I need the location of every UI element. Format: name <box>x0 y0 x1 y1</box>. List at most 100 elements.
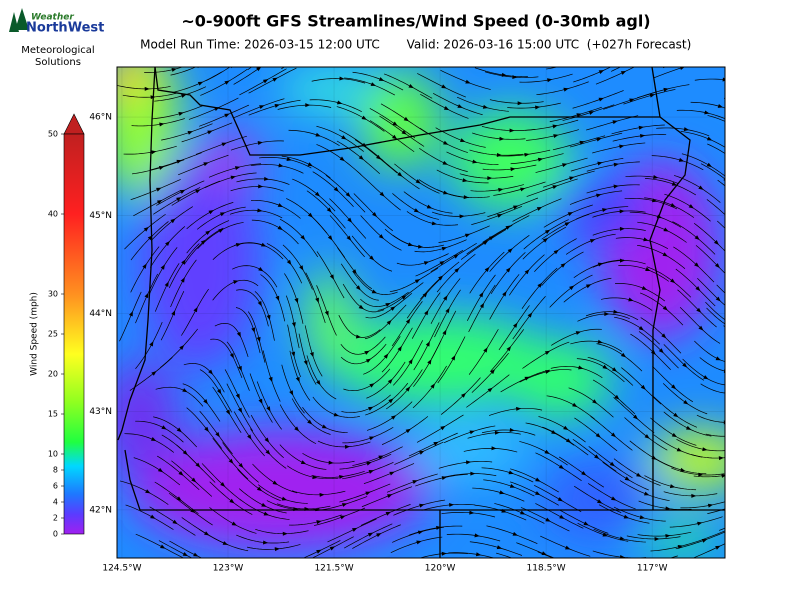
streamline <box>650 417 697 446</box>
streamline <box>390 536 443 554</box>
streamline <box>247 544 301 550</box>
stream-arrow <box>619 258 625 263</box>
streamline <box>353 193 393 232</box>
streamline <box>169 540 203 558</box>
stream-arrow <box>624 476 631 481</box>
streamline <box>510 481 559 506</box>
streamline <box>183 363 225 393</box>
stream-arrow <box>715 296 721 302</box>
streamline <box>434 289 461 338</box>
stream-arrow <box>460 138 466 143</box>
y-tick-label: 44°N <box>89 309 112 319</box>
streamline <box>592 210 646 218</box>
streamline <box>201 463 242 501</box>
streamline <box>168 243 200 289</box>
streamline <box>519 441 568 466</box>
streamline <box>482 215 530 243</box>
stream-arrow <box>753 142 759 148</box>
streamline <box>171 460 213 497</box>
streamline <box>133 189 182 217</box>
streamline <box>337 247 373 290</box>
stream-arrow <box>487 176 493 181</box>
stream-arrow <box>727 391 732 395</box>
stream-arrow <box>727 526 733 532</box>
stream-arrow <box>474 533 480 538</box>
colorbar-tick-label: 40 <box>48 210 58 219</box>
streamline <box>288 514 342 526</box>
stream-arrow <box>256 336 261 343</box>
stream-arrow <box>579 140 585 145</box>
stream-arrow <box>758 499 764 505</box>
streamline <box>669 516 723 528</box>
stream-arrow <box>365 358 372 363</box>
stream-arrow <box>142 263 147 269</box>
streamline <box>309 99 362 113</box>
streamline <box>420 93 469 119</box>
stream-arrow <box>258 184 264 189</box>
streamline <box>676 109 725 120</box>
streamline <box>663 491 718 497</box>
streamline <box>551 328 602 346</box>
streamline <box>176 444 216 483</box>
stream-arrow <box>636 472 642 477</box>
stream-arrow <box>291 351 296 357</box>
logo: Weather NorthWest Meteorological Solutio… <box>9 8 104 68</box>
stream-arrow <box>364 350 370 355</box>
stream-arrow <box>669 484 676 489</box>
stream-arrow <box>575 331 582 335</box>
streamline <box>656 127 710 137</box>
stream-arrow <box>403 116 409 122</box>
stream-arrow <box>569 176 575 181</box>
streamline <box>716 284 725 294</box>
streamline <box>431 310 457 360</box>
streamline <box>592 228 646 236</box>
stream-arrow <box>309 351 314 358</box>
streamline <box>252 463 298 494</box>
stream-arrow <box>329 546 336 551</box>
streamline <box>135 420 184 443</box>
streamline <box>281 364 305 414</box>
stream-arrow <box>277 203 284 207</box>
stream-arrow <box>491 446 497 451</box>
stream-arrow <box>755 426 761 432</box>
stream-arrow <box>654 536 660 541</box>
stream-arrow <box>598 70 605 74</box>
stream-arrow <box>222 541 228 545</box>
stream-arrow <box>333 412 340 417</box>
stream-arrow <box>557 497 564 502</box>
streamline <box>416 414 464 443</box>
stream-arrow <box>413 208 420 213</box>
stream-arrow <box>512 531 518 536</box>
streamline <box>311 536 354 558</box>
streamline <box>188 97 239 120</box>
streamline <box>468 284 496 333</box>
stream-arrow <box>257 141 263 145</box>
stream-arrow <box>424 309 429 316</box>
streamline <box>212 437 249 480</box>
stream-arrow <box>266 406 271 412</box>
streamline <box>281 155 331 179</box>
stream-arrow <box>178 112 184 116</box>
streamline <box>482 164 537 171</box>
streamline <box>195 135 247 155</box>
stream-arrow <box>755 155 761 161</box>
streamline <box>339 453 392 470</box>
stream-arrow <box>535 477 541 482</box>
streamline <box>365 382 409 416</box>
stream-arrow <box>178 470 184 476</box>
streamline <box>706 307 725 325</box>
streamline <box>277 503 331 510</box>
stream-arrow <box>683 399 689 405</box>
stream-arrow <box>291 322 296 328</box>
stream-arrow <box>392 121 398 126</box>
streamline <box>693 474 725 478</box>
streamline <box>433 93 483 116</box>
streamline <box>360 504 411 526</box>
streamline <box>340 263 379 301</box>
stream-arrow <box>416 540 422 545</box>
colorbar-tick-label: 50 <box>48 130 58 139</box>
stream-arrow <box>507 248 513 253</box>
stream-arrow <box>544 229 551 234</box>
stream-arrow <box>368 470 374 474</box>
streamline <box>389 267 439 292</box>
